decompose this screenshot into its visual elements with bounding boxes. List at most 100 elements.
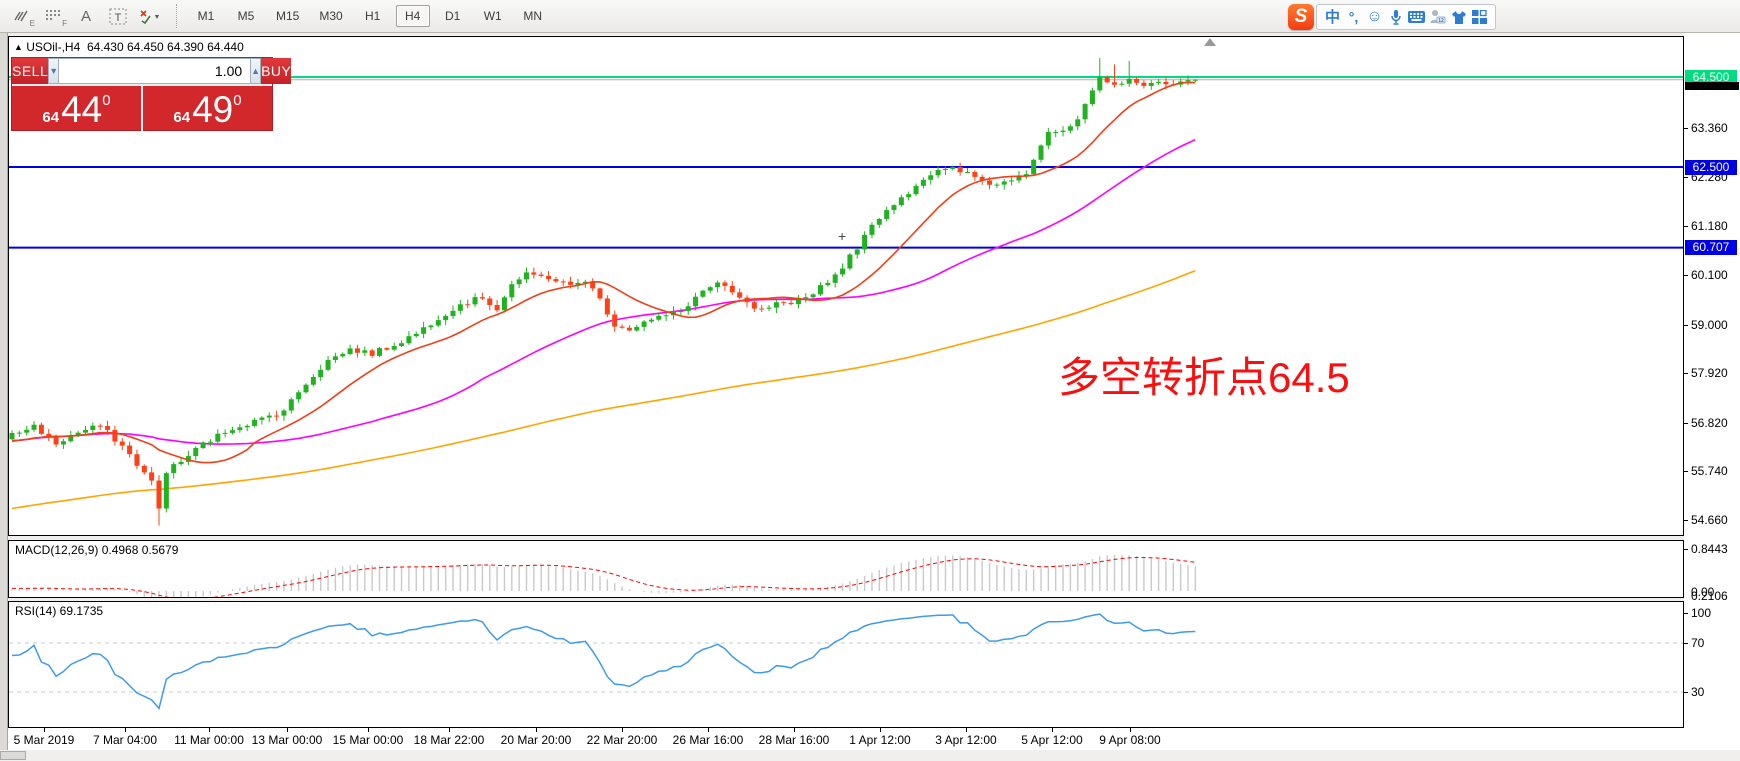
price-scale[interactable]: 63.360 62.280 61.180 60.100 59.000 57.920 56.8… <box>1684 33 1740 750</box>
indicator-window-icon[interactable]: F <box>40 4 68 28</box>
svg-text:12: 12 <box>1438 18 1444 24</box>
rsi-chart[interactable] <box>9 602 1683 727</box>
macd-tick-mark <box>1684 549 1688 550</box>
time-tick-mark <box>125 728 126 732</box>
ma-fast-line <box>11 81 1196 464</box>
time-tick-mark <box>708 728 709 732</box>
ma-mid-line <box>11 138 1196 445</box>
chart-text-annotation: 多空转折点64.5 <box>1058 354 1350 401</box>
login-account-icon[interactable]: 12 <box>1427 7 1448 27</box>
microphone-icon[interactable] <box>1385 7 1406 27</box>
macd-signal-line <box>11 557 1196 597</box>
macd-axis-label: 0.2106 <box>1691 589 1728 603</box>
soft-keyboard-icon[interactable] <box>1406 7 1427 27</box>
sell-price-display[interactable]: 64 44 0 <box>12 86 143 132</box>
rsi-indicator-pane: RSI(14) 69.1735 <box>8 601 1684 728</box>
toolbox-menu-icon[interactable] <box>1469 7 1490 27</box>
timeframe-button-m5[interactable]: M5 <box>237 9 255 23</box>
time-tick-mark <box>449 728 450 732</box>
macd-label: MACD(12,26,9) 0.4968 0.5679 <box>15 543 179 557</box>
time-label: 26 Mar 16:00 <box>672 733 744 747</box>
macd-histogram <box>11 555 1197 597</box>
volume-input[interactable] <box>59 58 251 84</box>
candles-group <box>9 58 1198 526</box>
time-label: 1 Apr 12:00 <box>849 733 911 747</box>
time-label: 18 Mar 22:00 <box>413 733 485 747</box>
macd-axis-label: 0.8443 <box>1691 542 1728 556</box>
price-tick-label: 54.660 <box>1691 512 1728 527</box>
timeframe-button-h1[interactable]: H1 <box>365 9 381 23</box>
timeframe-button-m15[interactable]: M15 <box>276 9 300 23</box>
price-tick-mark <box>1684 128 1688 130</box>
volume-decrease-button[interactable]: ▼ <box>48 58 60 84</box>
price-tick-mark <box>1684 324 1688 326</box>
volume-increase-button[interactable]: ▲ <box>250 58 262 84</box>
text-box-icon[interactable]: T <box>104 4 132 28</box>
rsi-axis-label: 70 <box>1691 636 1705 650</box>
rsi-axis-label: 30 <box>1691 685 1705 699</box>
price-tick-mark <box>1684 471 1688 473</box>
cross-marker: + <box>838 228 847 244</box>
timeframe-button-mn[interactable]: MN <box>523 9 543 23</box>
time-tick-mark <box>536 728 537 732</box>
left-splitter[interactable] <box>0 33 8 761</box>
time-tick-mark <box>1130 728 1131 732</box>
arrows-tool-icon[interactable] <box>136 4 164 28</box>
time-label: 11 Mar 00:00 <box>174 733 244 747</box>
time-tick-mark <box>287 728 288 732</box>
rsi-tick-mark <box>1684 643 1688 644</box>
time-label: 28 Mar 16:00 <box>758 733 830 747</box>
timeframe-button-d1[interactable]: D1 <box>445 9 461 23</box>
chart-shift-triangle-icon[interactable] <box>1204 38 1216 46</box>
time-label: 5 Mar 2019 <box>13 733 75 747</box>
chart-title: ▲ USOil-,H4 64.430 64.450 64.390 64.440 <box>14 40 244 54</box>
sogou-logo-icon[interactable]: S <box>1288 3 1314 30</box>
time-label: 5 Apr 12:00 <box>1021 733 1083 747</box>
price-tick-label: 56.820 <box>1691 415 1728 430</box>
timeframe-button-h4[interactable]: H4 <box>395 5 430 27</box>
macd-axis-label: 0.00 <box>1691 585 1715 599</box>
macd-indicator-pane: MACD(12,26,9) 0.4968 0.5679 <box>8 540 1684 598</box>
price-tick-label: 63.360 <box>1691 121 1728 136</box>
text-label-icon[interactable]: A <box>80 7 91 25</box>
timeframe-button-m30[interactable]: M30 <box>319 9 343 23</box>
time-label: 9 Apr 08:00 <box>1099 733 1161 747</box>
macd-chart[interactable] <box>9 541 1683 597</box>
time-scale[interactable]: 5 Mar 2019 7 Mar 04:00 11 Mar 00:00 13 Mar … <box>8 728 1684 750</box>
price-tick-label: 59.000 <box>1691 317 1728 332</box>
timeframe-button-m1[interactable]: M1 <box>197 9 215 23</box>
bottom-strip <box>0 750 1740 761</box>
chinese-mode-icon[interactable]: 中 <box>1324 9 1340 26</box>
time-label: 15 Mar 00:00 <box>332 733 404 747</box>
price-tick-label: 57.920 <box>1691 366 1728 381</box>
buy-button[interactable]: BUY <box>261 58 292 84</box>
skin-icon[interactable] <box>1448 7 1469 27</box>
emoji-icon[interactable]: ☺ <box>1366 7 1383 25</box>
symbol-triangle-icon: ▲ <box>14 42 23 52</box>
price-tick-mark <box>1684 422 1688 424</box>
indicator-list-icon[interactable]: E <box>8 4 36 28</box>
bottom-resize-box[interactable] <box>0 751 26 760</box>
price-level-badge: 60.707 <box>1685 240 1737 256</box>
price-level-badge: 64.500 <box>1685 69 1737 85</box>
price-tick-mark <box>1684 275 1688 276</box>
time-tick-mark <box>622 728 623 732</box>
time-label: 3 Apr 12:00 <box>935 733 997 747</box>
timeframe-button-w1[interactable]: W1 <box>483 9 502 23</box>
time-tick-mark <box>368 728 369 732</box>
punctuation-icon[interactable]: °, <box>1348 8 1359 25</box>
top-toolbar: E F A T M1 M5 M15 M30 H1 H4 D1 W1 MN S 中 °, ☺ 12 <box>0 0 1740 33</box>
time-label: 20 Mar 20:00 <box>500 733 572 747</box>
sell-button[interactable]: SELL <box>12 58 49 84</box>
time-tick-mark <box>794 728 795 732</box>
ime-panel: 中 °, ☺ 12 <box>1316 3 1496 30</box>
rsi-label: RSI(14) 69.1735 <box>15 604 104 618</box>
time-tick-mark <box>966 728 967 732</box>
price-tick-mark <box>1684 226 1688 228</box>
buy-price-display[interactable]: 64 49 0 <box>173 88 242 130</box>
svg-text:T: T <box>115 12 122 24</box>
rsi-line <box>11 613 1196 710</box>
rsi-axis-label: 100 <box>1691 606 1712 620</box>
time-tick-mark <box>880 728 881 732</box>
